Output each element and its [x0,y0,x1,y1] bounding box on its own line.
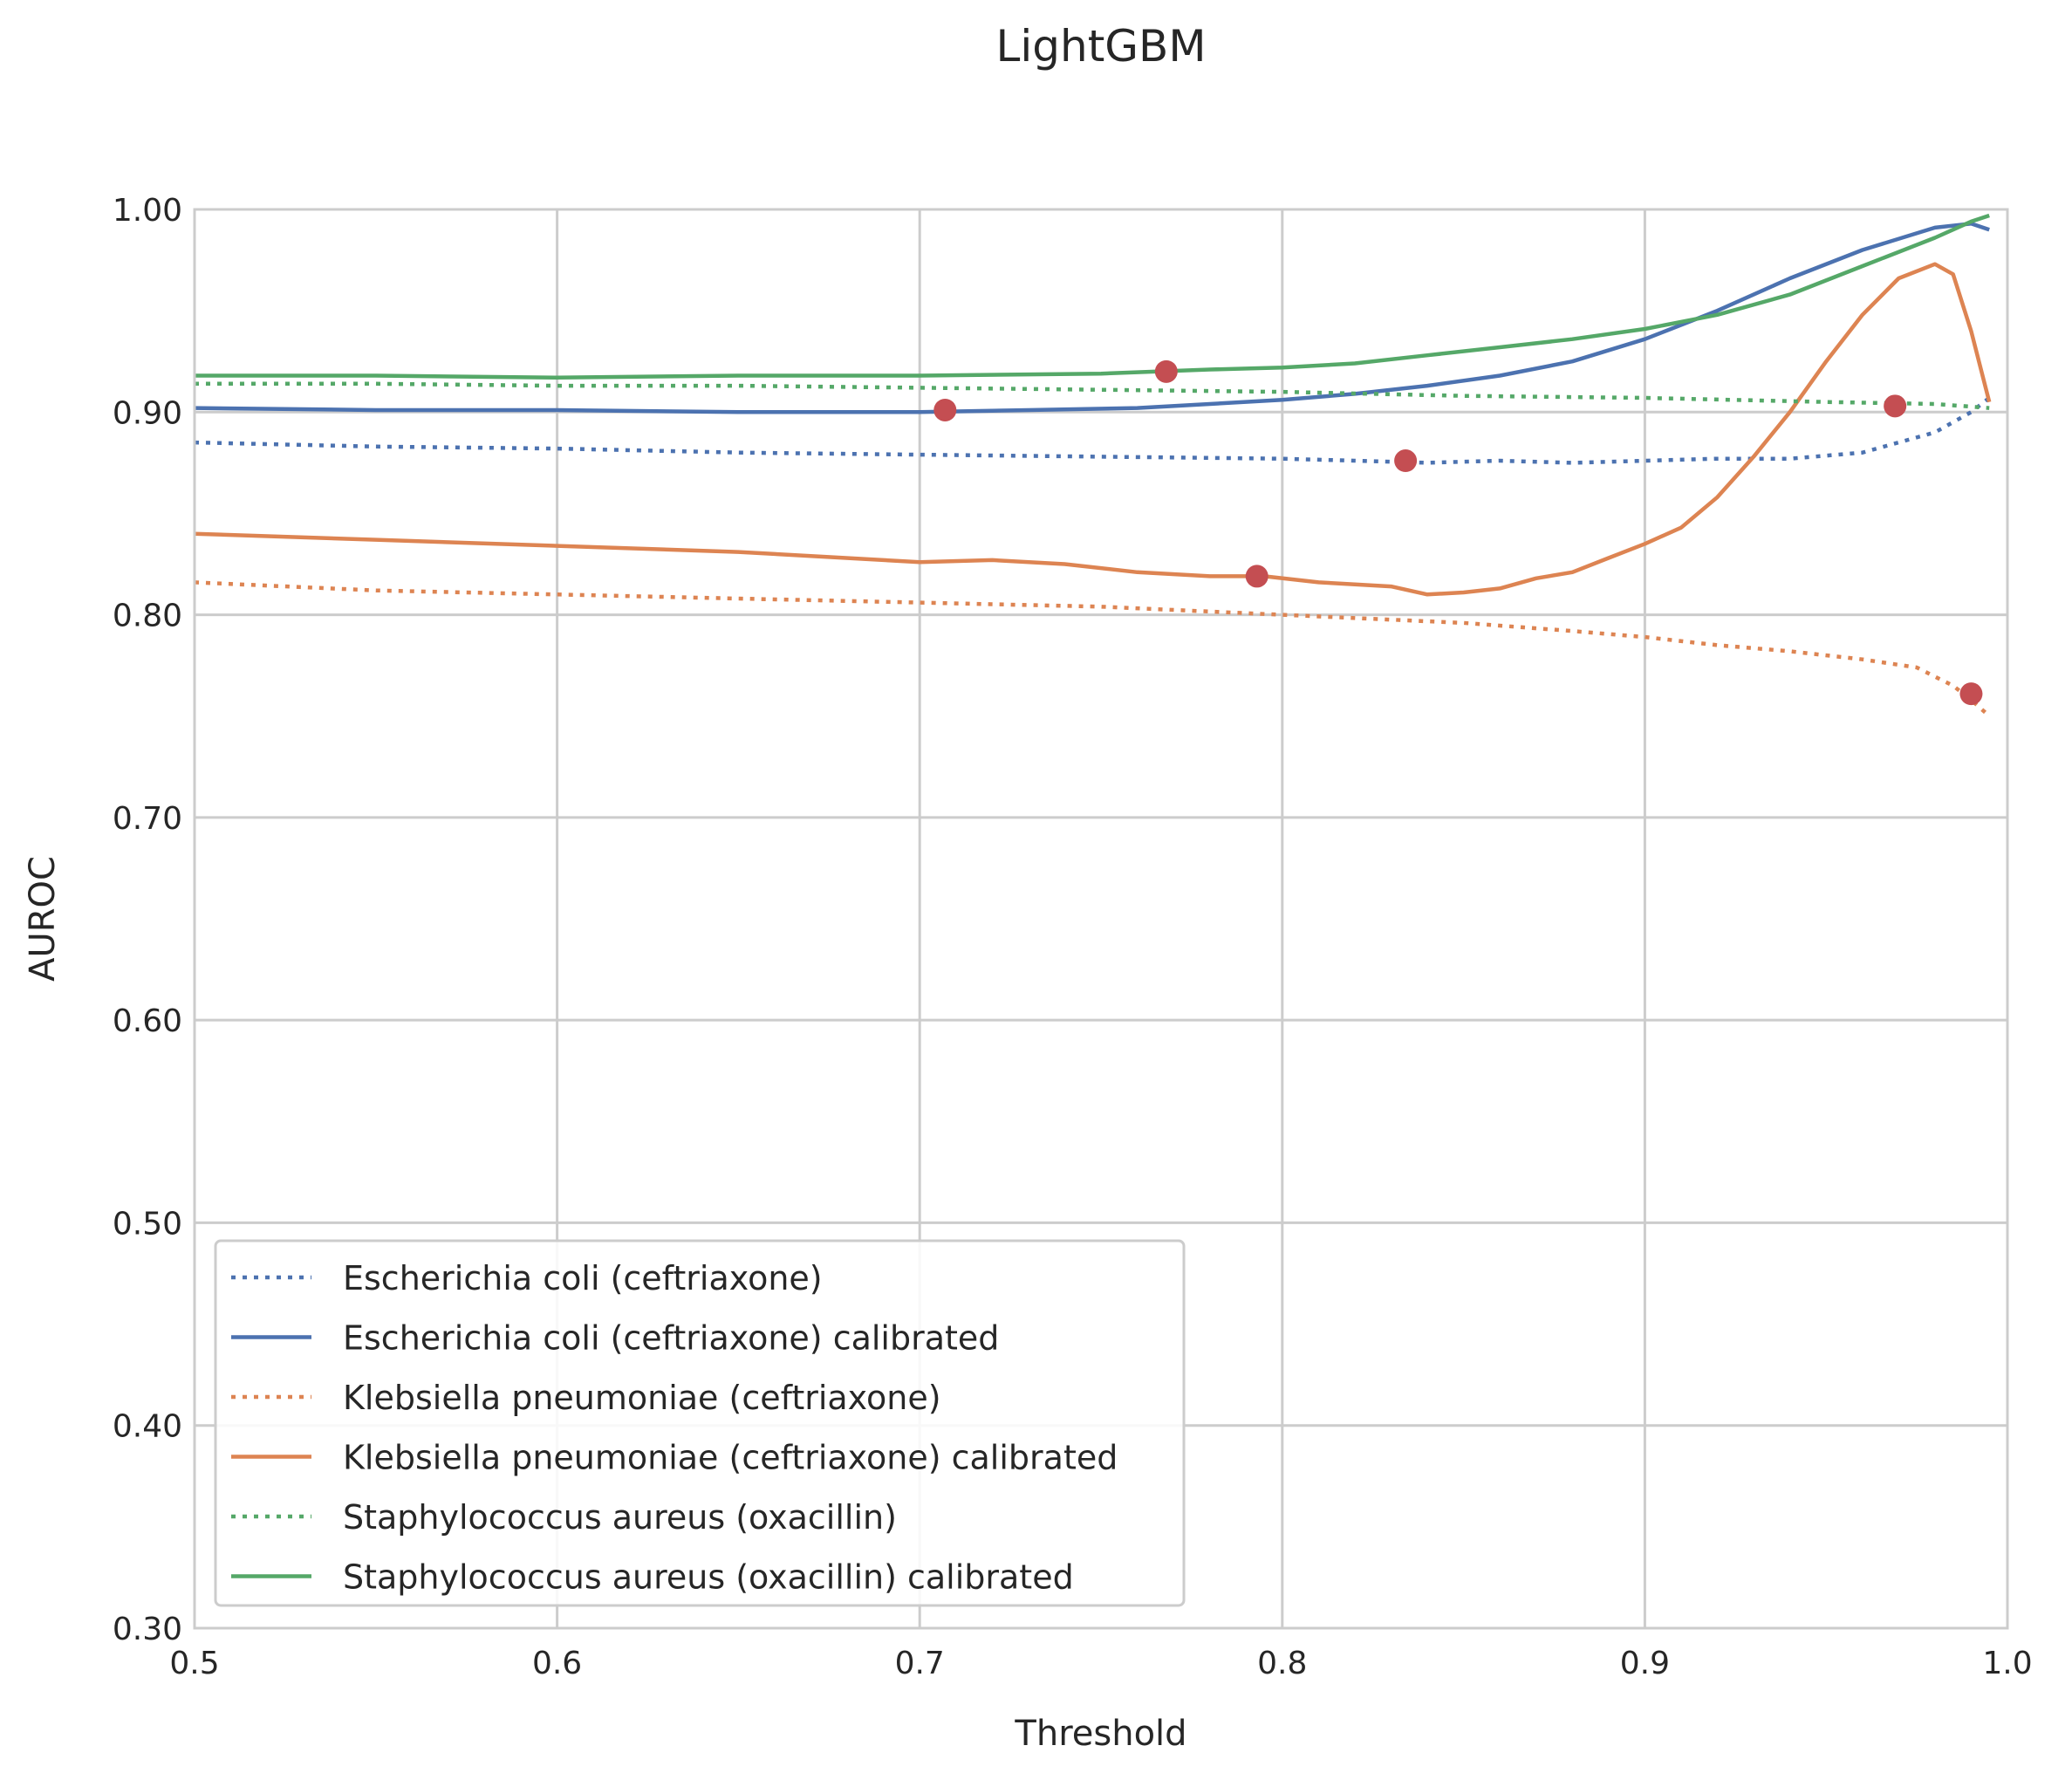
y-tick-label: 0.70 [113,801,182,837]
legend-frame [214,1239,1186,1607]
series-line-2 [194,222,1990,414]
y-tick-label: 0.50 [113,1206,182,1242]
y-tick-labels: 0.30 0.40 0.50 0.60 0.70 0.80 0.90 1.00 [113,193,182,1647]
legend-label: Staphylococcus aureus (oxacillin) [343,1498,897,1537]
x-tick-label: 0.8 [1257,1646,1307,1681]
threshold-marker [1245,565,1269,588]
y-tick-label: 0.90 [113,395,182,431]
x-tick-label: 0.6 [532,1646,582,1681]
series-line-3 [194,580,1991,718]
y-tick-label: 0.30 [113,1612,182,1647]
legend-label: Klebsiella pneumoniae (ceftriaxone) cali… [343,1439,1118,1477]
y-tick-label: 0.80 [113,599,182,634]
legend-label: Escherichia coli (ceftriaxone) [343,1259,823,1297]
legend-label: Escherichia coli (ceftriaxone) calibrate… [343,1319,999,1358]
x-tick-label: 1.0 [1982,1646,2032,1681]
series-line-6 [195,213,1990,380]
x-axis-label: Threshold [1014,1714,1186,1754]
threshold-marker [1884,394,1907,418]
x-tick-labels: 0.5 0.6 0.7 0.8 0.9 1.0 [169,1646,2032,1681]
threshold-marker [933,398,957,421]
chart-title: LightGBM [996,21,1207,72]
legend-label: Klebsiella pneumoniae (ceftriaxone) [343,1379,941,1417]
plot-frame [193,208,2009,1630]
threshold-marker [1959,682,1983,706]
x-tick-label: 0.9 [1620,1646,1670,1681]
y-tick-label: 0.60 [113,1003,182,1039]
threshold-marker [1394,449,1418,473]
legend: Escherichia coli (ceftriaxone) Escherichi… [214,1239,1186,1607]
x-tick-label: 0.5 [169,1646,219,1681]
y-axis-label: AUROC [23,856,63,982]
x-tick-label: 0.7 [895,1646,945,1681]
series-line-4 [194,262,1992,597]
series-line-5 [195,381,1990,410]
threshold-marker [1154,359,1178,383]
series-layer [194,213,1992,718]
y-tick-label: 1.00 [113,193,182,229]
marker-layer [933,359,1983,706]
y-tick-label: 0.40 [113,1409,182,1445]
series-line-1 [194,396,1991,465]
legend-label: Staphylococcus aureus (oxacillin) calibr… [343,1558,1074,1597]
